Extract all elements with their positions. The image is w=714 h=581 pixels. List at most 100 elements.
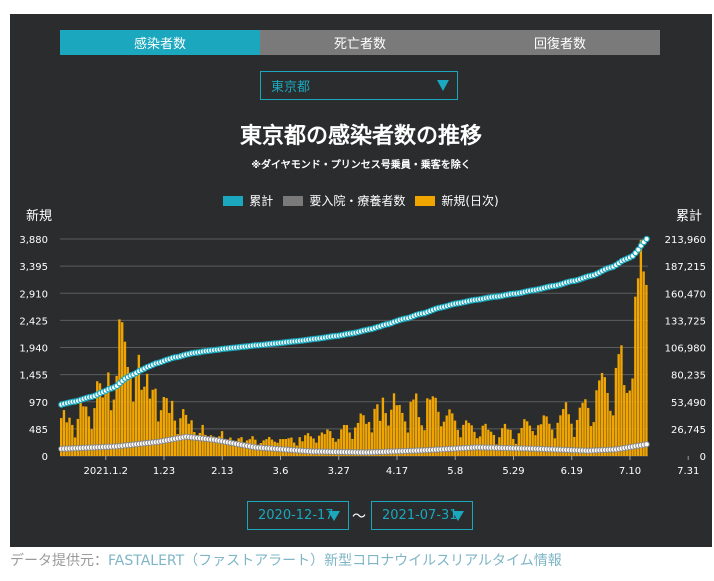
bar-daily — [412, 399, 415, 456]
start-date-select[interactable]: 2020-12-17 — [247, 501, 349, 530]
x-tick-label: 4.17 — [386, 466, 408, 477]
bar-daily — [340, 429, 343, 456]
bar-daily — [168, 412, 171, 456]
bar-daily — [428, 399, 432, 456]
tab-recovered[interactable]: 回復者数 — [460, 30, 660, 55]
bar-daily — [556, 422, 559, 456]
bar-daily — [87, 416, 91, 456]
chart-panel: 感染者数 死亡者数 回復者数 東京都 東京都の感染者数の推移 ※ダイヤモンド・プ… — [10, 14, 712, 547]
bar-daily — [209, 435, 213, 456]
bar-daily — [578, 407, 582, 456]
x-tick-label: 5.29 — [502, 466, 524, 477]
point-hospitalized — [643, 441, 650, 448]
bar-daily — [362, 415, 365, 456]
bar-daily — [337, 438, 340, 456]
bar-daily — [218, 436, 221, 456]
legend-label-cumulative: 累計 — [249, 194, 274, 208]
end-date-select[interactable]: 2021-07-31 — [371, 501, 473, 530]
bar-daily — [323, 434, 326, 456]
bar-daily — [137, 354, 141, 456]
bar-daily — [470, 425, 473, 456]
bar-daily — [442, 421, 446, 456]
bar-daily — [101, 397, 104, 456]
x-tick-label: 6.19 — [561, 466, 583, 477]
bar-daily — [559, 415, 562, 456]
bar-daily — [431, 396, 435, 456]
bar-daily — [342, 424, 346, 456]
bar-daily — [112, 399, 116, 456]
bar-daily — [390, 409, 393, 456]
x-tick-label: 7.31 — [677, 466, 699, 477]
bar-daily — [617, 354, 620, 456]
bar-daily — [603, 377, 606, 456]
bar-daily — [84, 406, 88, 456]
bar-daily — [628, 390, 631, 456]
bar-daily — [134, 375, 138, 456]
bar-daily — [481, 425, 484, 456]
legend-label-hospitalized: 要入院・療養者数 — [309, 194, 406, 208]
bar-daily — [589, 426, 593, 456]
bar-daily — [409, 401, 412, 456]
bar-daily — [614, 367, 618, 456]
bar-daily — [198, 432, 202, 456]
bar-daily — [406, 432, 410, 456]
bar-daily — [473, 431, 476, 456]
bar-daily — [71, 424, 74, 456]
tab-infected[interactable]: 感染者数 — [60, 30, 260, 55]
bar-daily — [148, 398, 152, 456]
bar-daily — [506, 429, 509, 456]
bar-daily — [365, 423, 368, 456]
legend-item-cumulative[interactable]: 累計 — [223, 192, 273, 209]
region-select[interactable]: 東京都 — [260, 71, 458, 100]
bar-daily — [636, 278, 640, 456]
end-date-value: 2021-07-31 — [382, 508, 458, 523]
bar-daily — [165, 398, 168, 456]
bar-daily — [525, 421, 529, 456]
bar-daily — [517, 433, 521, 456]
bar-daily — [420, 425, 423, 456]
legend-swatch-hospitalized — [283, 195, 304, 206]
bar-daily — [76, 418, 80, 456]
tab-deaths[interactable]: 死亡者数 — [260, 30, 460, 55]
bar-daily — [434, 397, 437, 456]
bar-daily — [243, 444, 246, 456]
bar-daily — [348, 432, 351, 456]
bar-daily — [373, 408, 376, 456]
bar-daily — [129, 372, 132, 456]
bar-daily — [345, 425, 349, 456]
x-tick-label: 2021.1.2 — [83, 466, 128, 477]
bar-daily — [104, 391, 107, 456]
left-tick-label: 485 — [29, 425, 48, 436]
bar-daily — [123, 341, 127, 456]
x-tick-label: 5.8 — [447, 466, 463, 477]
bar-daily — [176, 434, 179, 456]
bar-daily — [132, 401, 135, 456]
credit-link[interactable]: FASTALERT（ファストアラート）新型コロナウイルスリアルタイム情報 — [108, 553, 562, 569]
bar-daily — [625, 392, 629, 456]
bar-daily — [545, 416, 548, 456]
bar-daily — [320, 432, 324, 456]
bar-daily — [451, 413, 454, 456]
bar-daily — [595, 390, 598, 456]
bar-daily — [509, 429, 512, 456]
bar-daily — [367, 421, 371, 456]
bar-daily — [542, 415, 545, 456]
bar-daily — [609, 410, 612, 456]
bar-daily — [162, 396, 165, 456]
legend-swatch-daily — [415, 195, 436, 206]
bar-daily — [570, 423, 573, 456]
legend-item-daily[interactable]: 新規(日次) — [415, 192, 499, 209]
bar-daily — [170, 400, 174, 456]
bar-daily — [606, 392, 609, 456]
left-tick-label: 2,425 — [19, 316, 48, 327]
legend-item-hospitalized[interactable]: 要入院・療養者数 — [283, 192, 405, 209]
x-tick-label: 1.23 — [153, 466, 175, 477]
data-credit: データ提供元：FASTALERT（ファストアラート）新型コロナウイルスリアルタイ… — [10, 550, 562, 570]
bar-daily — [642, 271, 645, 456]
bar-daily — [115, 375, 118, 456]
legend-label-daily: 新規(日次) — [441, 194, 499, 208]
x-tick-label: 7.10 — [619, 466, 641, 477]
right-tick-label: 0 — [700, 452, 706, 463]
bar-daily — [231, 440, 235, 456]
bar-daily — [573, 436, 576, 456]
